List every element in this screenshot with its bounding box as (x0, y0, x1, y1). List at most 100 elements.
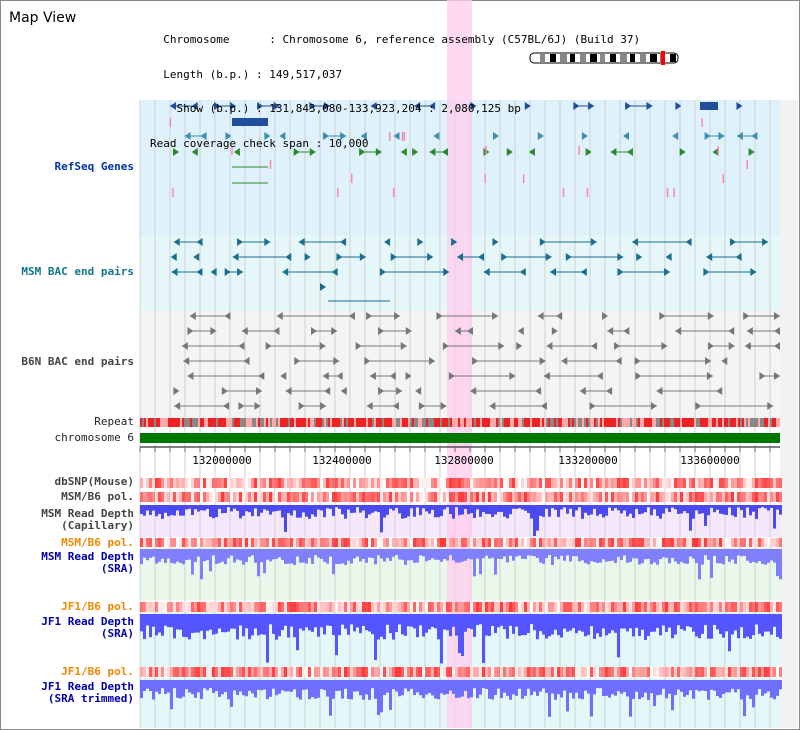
msm-pol-strip (758, 492, 761, 502)
msm-depth-sra-bar (608, 549, 611, 562)
repeat-segment (574, 418, 576, 427)
msm-pol2-strip (518, 538, 521, 547)
jf1-depth-trim-bar (698, 680, 701, 692)
b6n-bac-pair (210, 327, 217, 335)
jf1-pol-strip (356, 602, 359, 612)
jf1-pol-strip (473, 602, 476, 612)
jf1-pol2-strip (437, 667, 440, 677)
jf1-pol-strip (770, 602, 773, 612)
b6n-bac-pair (189, 312, 196, 320)
jf1-pol2-strip (173, 667, 176, 677)
msm-depth-cap-bar (422, 505, 425, 509)
msm-bac-pair (636, 253, 643, 261)
jf1-depth-sra-bar (740, 614, 743, 628)
repeat-segment (766, 418, 768, 427)
dbsnp-strip (572, 478, 575, 488)
jf1-pol2-strip (671, 667, 674, 677)
msm-pol-strip (452, 492, 455, 502)
msm-pol-strip (278, 492, 281, 502)
dbsnp-strip (563, 478, 566, 488)
b6n-bac-pair (596, 372, 603, 380)
msm-depth-cap-bar (557, 505, 560, 517)
jf1-pol2-strip (176, 667, 179, 677)
jf1-pol2-strip (422, 667, 425, 677)
msm-depth-cap-bar (329, 505, 332, 509)
jf1-pol2-strip (752, 667, 755, 677)
msm-depth-cap-bar (737, 505, 740, 508)
msm-depth-cap-bar (509, 505, 512, 515)
msm-bac-pair (171, 268, 178, 276)
msm-pol-strip (326, 492, 329, 502)
repeat-segment (562, 418, 564, 427)
jf1-pol-strip (263, 602, 266, 612)
jf1-depth-trim-bar (395, 680, 398, 692)
msm-pol2-strip (470, 538, 473, 547)
jf1-pol2-strip (596, 667, 599, 677)
dbsnp-strip (596, 478, 599, 488)
msm-depth-sra-bar (368, 549, 371, 558)
msm-bac-pair (427, 253, 434, 261)
msm-depth-sra-bar (695, 549, 698, 564)
dbsnp-strip (413, 478, 416, 488)
repeat-segment (390, 418, 392, 427)
dbsnp-strip (266, 478, 269, 488)
jf1-depth-sra-bar (563, 614, 566, 629)
msm-pol2-strip (143, 538, 146, 547)
dbsnp-strip (347, 478, 350, 488)
msm-bac-pair (685, 238, 692, 246)
msm-pol2-strip (503, 538, 506, 547)
track-label-refseq[interactable]: RefSeq Genes (54, 160, 134, 173)
jf1-pol2-strip (515, 667, 518, 677)
jf1-depth-trim-bar (269, 680, 272, 697)
b6n-bac-pair (174, 402, 181, 410)
msm-pol-strip (224, 492, 227, 502)
msm-pol2-strip (146, 538, 149, 547)
jf1-depth-trim-bar (446, 680, 449, 694)
jf1-depth-trim-bar (509, 680, 512, 700)
jf1-pol2-strip (260, 667, 263, 677)
jf1-pol-strip (506, 602, 509, 612)
b6n-bac-pair (746, 327, 753, 335)
refseq-mark (337, 188, 339, 197)
msm-depth-sra-bar (383, 549, 386, 562)
msm-depth-cap-bar (590, 505, 593, 515)
track-label-b6n-bac[interactable]: B6N BAC end pairs (21, 355, 134, 368)
msm-pol-strip (254, 492, 257, 502)
jf1-pol-strip (683, 602, 686, 612)
refseq-mark (351, 174, 353, 183)
repeat-segment (592, 418, 594, 427)
jf1-pol2-strip (557, 667, 560, 677)
msm-depth-cap-bar (404, 505, 407, 518)
repeat-segment (768, 418, 770, 427)
msm-depth-sra-bar (329, 549, 332, 557)
jf1-pol-strip (194, 602, 197, 612)
dbsnp-strip (503, 478, 506, 488)
repeat-segment (740, 418, 742, 427)
msm-pol-strip (545, 492, 548, 502)
msm-depth-sra-bar (446, 549, 449, 561)
dbsnp-strip (737, 478, 740, 488)
repeat-segment (686, 418, 688, 427)
msm-depth-sra-bar (590, 549, 593, 562)
msm-depth-cap-bar (617, 505, 620, 511)
jf1-pol-strip (476, 602, 479, 612)
repeat-segment (634, 418, 636, 427)
jf1-depth-trim-bar (179, 680, 182, 699)
msm-depth-cap-bar (563, 505, 566, 508)
msm-pol2-strip (581, 538, 584, 547)
jf1-depth-sra-bar (671, 614, 674, 639)
msm-pol2-strip (755, 538, 758, 547)
repeat-segment (528, 418, 530, 427)
jf1-pol2-strip (608, 667, 611, 677)
jf1-depth-sra-bar (635, 614, 638, 628)
msm-depth-cap-bar (233, 505, 236, 509)
msm-pol2-strip (428, 538, 431, 547)
msm-pol2-strip (194, 538, 197, 547)
dbsnp-strip (398, 478, 401, 488)
repeat-segment (464, 418, 466, 427)
page-title: Map View (9, 10, 77, 26)
dbsnp-strip (260, 478, 263, 488)
msm-pol-strip (416, 492, 419, 502)
track-label-msm-bac[interactable]: MSM BAC end pairs (21, 265, 134, 278)
